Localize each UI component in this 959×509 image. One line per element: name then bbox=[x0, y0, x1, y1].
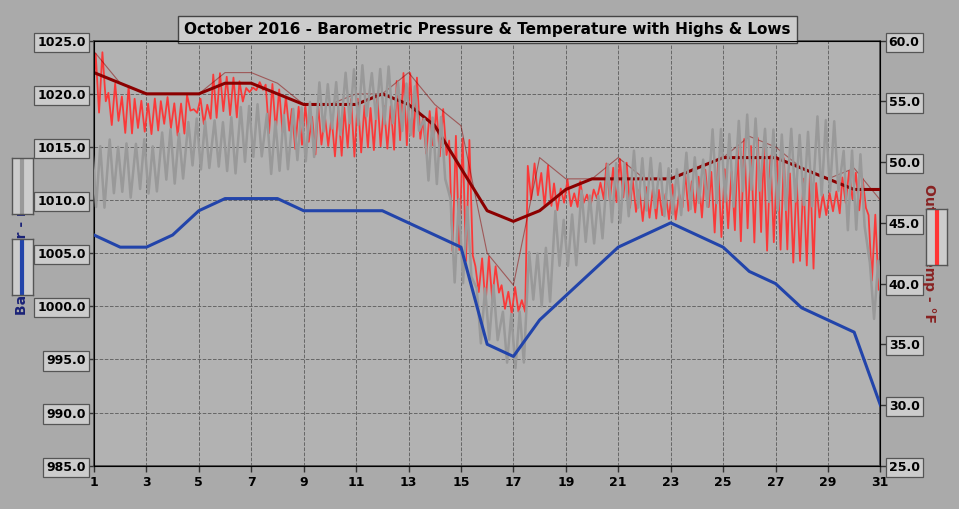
Y-axis label: Barometer - mb: Barometer - mb bbox=[14, 191, 29, 315]
Title: October 2016 - Barometric Pressure & Temperature with Highs & Lows: October 2016 - Barometric Pressure & Tem… bbox=[184, 22, 790, 37]
Y-axis label: Outside Temp - °F: Outside Temp - °F bbox=[923, 184, 936, 323]
